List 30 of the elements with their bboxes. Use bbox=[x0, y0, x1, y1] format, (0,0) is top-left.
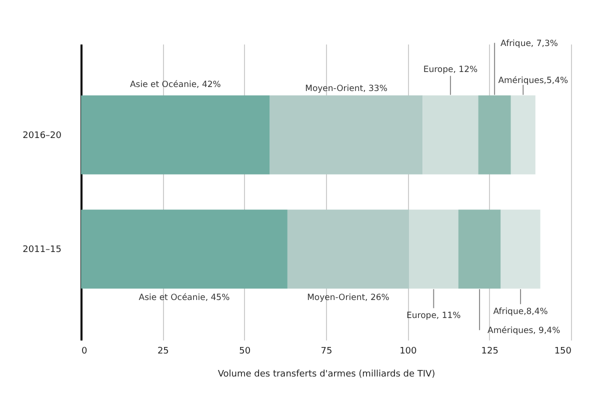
bar bbox=[510, 95, 536, 174]
x-tick-label: 25 bbox=[157, 346, 169, 356]
x-tick-label: 0 bbox=[82, 346, 88, 356]
annotation: Amériques, 9,4% bbox=[488, 326, 560, 336]
annotation: Amériques,5,4% bbox=[498, 76, 568, 86]
annotation: Afrique,8,4% bbox=[493, 307, 548, 318]
y-tick-label: 2016–20 bbox=[22, 130, 62, 141]
x-axis-title: Volume des transferts d'armes (milliards de TIV) bbox=[218, 370, 436, 380]
bar bbox=[408, 210, 458, 289]
x-tick-label: 150 bbox=[554, 346, 572, 356]
bar bbox=[458, 210, 501, 289]
x-tick-label: 125 bbox=[481, 346, 498, 356]
annotation: Moyen-Orient, 33% bbox=[305, 84, 388, 94]
x-tick-label: 50 bbox=[239, 346, 251, 356]
bar bbox=[81, 210, 288, 289]
annotation: Afrique, 7,3% bbox=[500, 38, 558, 49]
annotation: Asie et Océanie, 42% bbox=[130, 80, 221, 90]
y-tick-label: 2011–15 bbox=[22, 245, 62, 256]
bar bbox=[81, 95, 270, 174]
annotation: Europe, 11% bbox=[406, 311, 461, 322]
annotation: Asie et Océanie, 45% bbox=[138, 293, 230, 304]
bar bbox=[478, 95, 511, 174]
bar bbox=[422, 95, 478, 174]
x-tick-label: 100 bbox=[400, 346, 418, 356]
x-tick-label: 75 bbox=[320, 346, 332, 356]
bar bbox=[287, 210, 409, 289]
bar bbox=[500, 210, 540, 289]
annotation: Europe, 12% bbox=[423, 64, 478, 75]
bar bbox=[270, 95, 423, 174]
annotation: Moyen-Orient, 26% bbox=[307, 293, 390, 304]
